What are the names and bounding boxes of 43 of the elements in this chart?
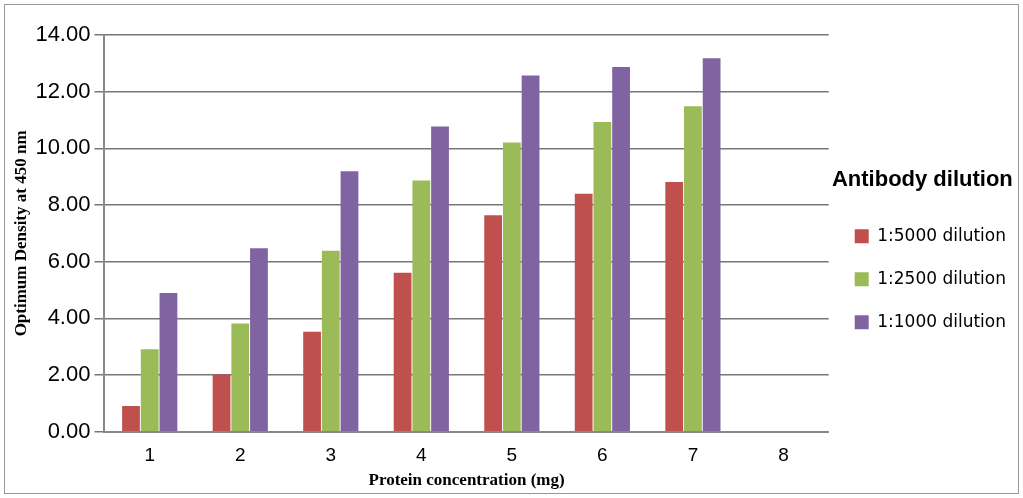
y-tick-label: 0.00: [47, 417, 91, 443]
bar: [574, 193, 593, 432]
y-tick-label: 10.00: [35, 134, 91, 160]
legend-label: 1:5000 dilution: [877, 224, 1007, 245]
legend-title: Antibody dilution: [831, 166, 1013, 192]
x-axis-title: Protein concentration (mg): [368, 470, 565, 490]
bar: [140, 349, 159, 432]
x-tick-label: 8: [778, 444, 789, 466]
x-tick-label: 4: [416, 444, 428, 466]
bar: [665, 182, 684, 432]
x-tick-label: 3: [325, 444, 337, 466]
bar: [593, 122, 612, 432]
bar: [393, 272, 412, 432]
y-tick-label: 8.00: [47, 191, 91, 217]
legend-label: 1:2500 dilution: [877, 267, 1007, 288]
legend-label: 1:1000 dilution: [877, 310, 1007, 331]
bar: [159, 292, 178, 432]
bar: [612, 67, 630, 432]
y-axis-title: Optimum Density at 450 nm: [10, 130, 30, 337]
bar: [431, 126, 449, 432]
bar: [122, 406, 140, 432]
bar: [521, 75, 540, 432]
bar: [303, 331, 321, 432]
bar: [484, 215, 503, 432]
y-tick-label: 14.00: [35, 21, 91, 47]
x-tick-label: 5: [506, 444, 518, 466]
x-tick-label: 6: [597, 444, 608, 466]
bar: [412, 180, 431, 432]
bar: [231, 323, 250, 432]
x-tick-label: 1: [144, 444, 156, 466]
bar: [684, 106, 702, 432]
bar: [502, 142, 521, 432]
y-tick-label: 4.00: [47, 304, 91, 330]
bar: [212, 374, 231, 432]
bar: [702, 58, 721, 432]
x-tick-label: 2: [234, 444, 246, 466]
y-tick-label: 2.00: [47, 361, 91, 387]
x-tick-label: 7: [687, 444, 699, 466]
bar: [321, 250, 340, 432]
y-tick-label: 12.00: [35, 77, 91, 103]
y-tick-label: 6.00: [47, 247, 91, 273]
bar: [340, 171, 359, 432]
bar: [250, 248, 268, 432]
